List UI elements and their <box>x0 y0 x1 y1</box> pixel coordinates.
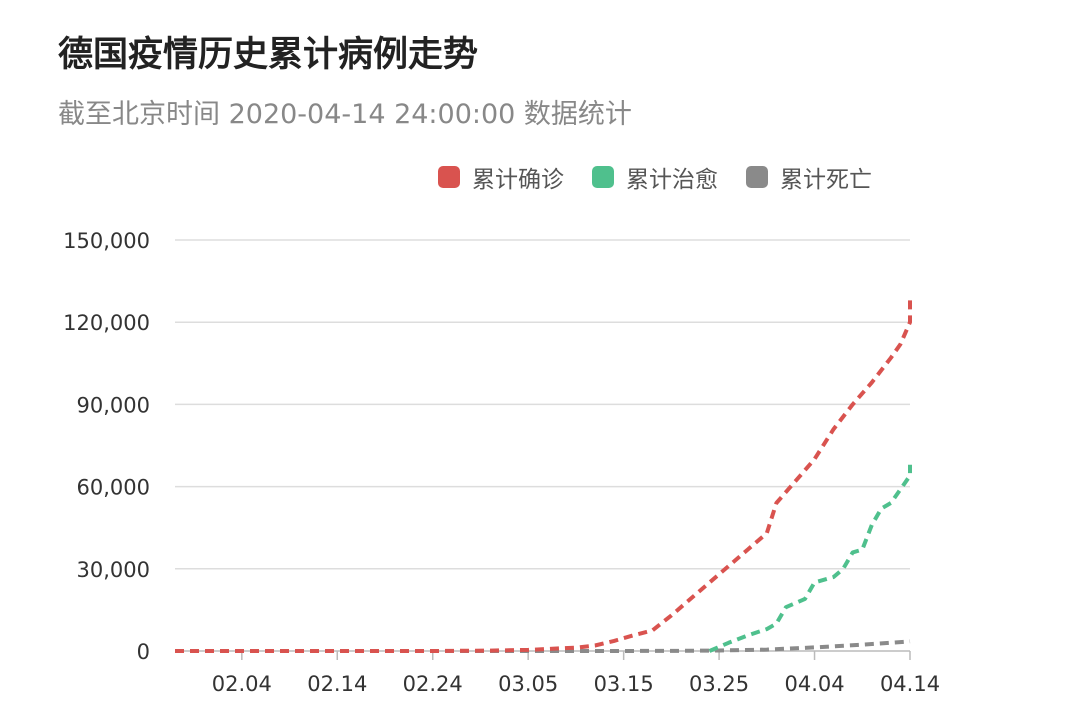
chart-legend: 累计确诊 累计治愈 累计死亡 <box>438 160 872 194</box>
x-tick-label: 03.25 <box>689 672 749 696</box>
legend-item-recovered[interactable]: 累计治愈 <box>592 160 718 194</box>
y-tick-label: 60,000 <box>77 476 150 500</box>
x-tick-label: 04.04 <box>784 672 844 696</box>
chart-title: 德国疫情历史累计病例走势 <box>58 35 479 75</box>
x-tick-label: 04.14 <box>880 672 940 696</box>
legend-swatch-deaths <box>746 166 768 188</box>
legend-item-confirmed[interactable]: 累计确诊 <box>438 160 564 194</box>
chart-subtitle: 截至北京时间 2020-04-14 24:00:00 数据统计 <box>58 99 632 130</box>
legend-swatch-recovered <box>592 166 614 188</box>
legend-item-deaths[interactable]: 累计死亡 <box>746 160 872 194</box>
series-line-confirmed <box>175 294 912 653</box>
x-tick-label: 03.15 <box>594 672 654 696</box>
y-tick-label: 30,000 <box>77 558 150 582</box>
y-tick-label: 150,000 <box>63 229 150 253</box>
legend-label-deaths: 累计死亡 <box>780 167 872 193</box>
y-tick-label: 0 <box>137 640 150 664</box>
series-line-deaths <box>175 639 911 653</box>
legend-label-confirmed: 累计确诊 <box>472 167 564 193</box>
legend-swatch-confirmed <box>438 166 460 188</box>
series-line-recovered <box>708 464 912 653</box>
x-tick-label: 02.04 <box>212 672 272 696</box>
legend-label-recovered: 累计治愈 <box>626 167 718 193</box>
y-tick-label: 120,000 <box>63 311 150 335</box>
y-tick-label: 90,000 <box>77 393 150 417</box>
x-tick-label: 02.24 <box>403 672 463 696</box>
x-tick-label: 03.05 <box>498 672 558 696</box>
x-tick-label: 02.14 <box>307 672 367 696</box>
